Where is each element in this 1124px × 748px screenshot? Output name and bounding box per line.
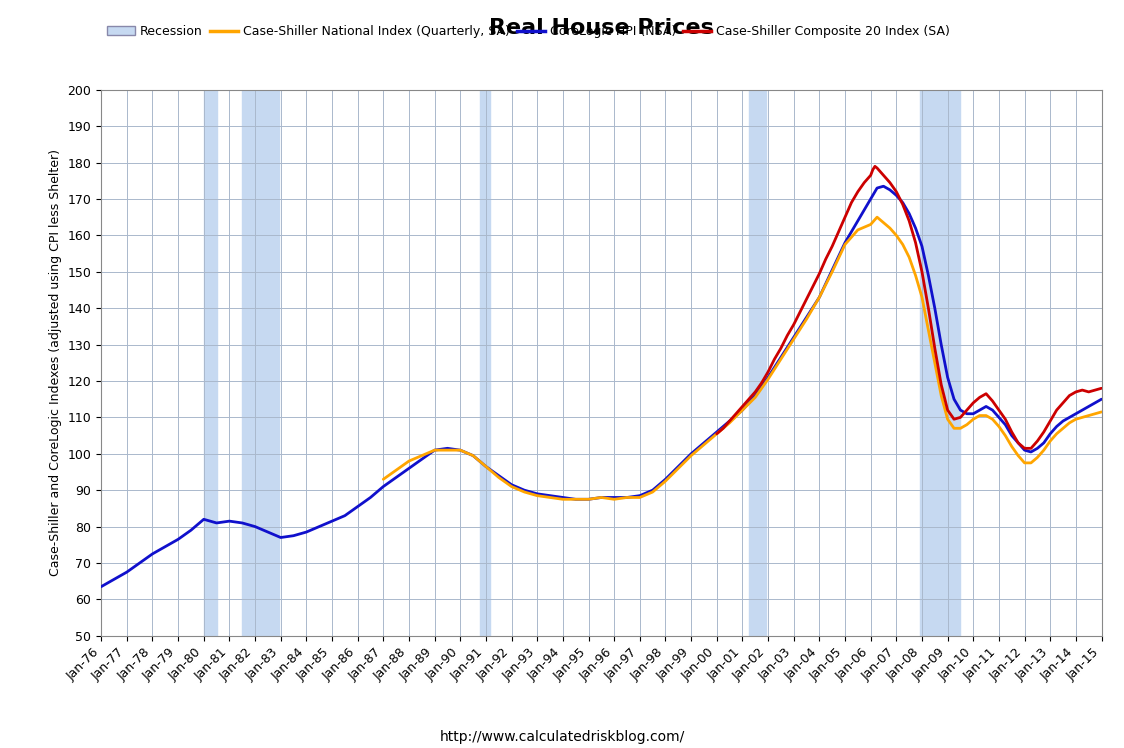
Title: Real House Prices: Real House Prices (489, 18, 714, 38)
Text: http://www.calculatedriskblog.com/: http://www.calculatedriskblog.com/ (439, 730, 685, 744)
Bar (243, 90, 279, 636)
Y-axis label: Case-Shiller and CoreLogic Indexes (adjusted using CPI less Shelter): Case-Shiller and CoreLogic Indexes (adju… (49, 150, 62, 576)
Bar (480, 90, 490, 636)
Legend: Recession, Case-Shiller National Index (Quarterly, SA), CoreLogic HPI (NSA), Cas: Recession, Case-Shiller National Index (… (108, 25, 950, 38)
Bar (203, 90, 217, 636)
Bar (749, 90, 767, 636)
Bar (919, 90, 960, 636)
